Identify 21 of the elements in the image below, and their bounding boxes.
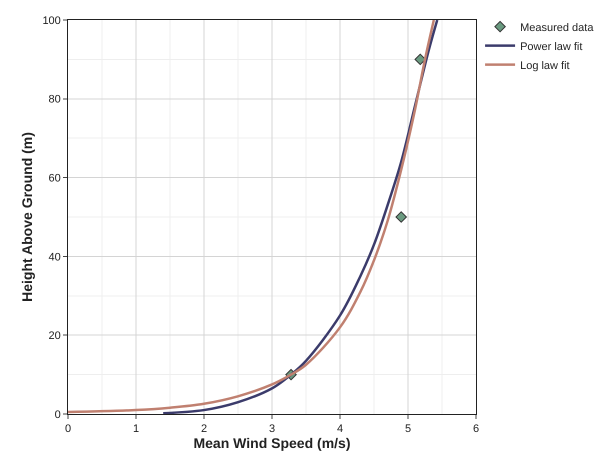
legend-label: Log law fit xyxy=(520,60,570,72)
x-tick-label: 4 xyxy=(336,423,344,436)
x-tick-label: 6 xyxy=(472,423,480,436)
legend-label: Measured data xyxy=(520,22,594,34)
y-tick-label: 0 xyxy=(54,408,61,421)
y-axis-title: Height Above Ground (m) xyxy=(19,132,36,302)
x-tick-label: 1 xyxy=(132,423,140,436)
legend-label: Power law fit xyxy=(520,40,582,53)
x-tick-label: 0 xyxy=(64,423,72,436)
y-tick-label: 40 xyxy=(48,251,61,264)
x-axis-title: Mean Wind Speed (m/s) xyxy=(193,435,351,452)
x-tick-label: 5 xyxy=(404,423,412,436)
y-tick-label: 20 xyxy=(48,330,61,342)
x-tick-label: 3 xyxy=(268,423,276,436)
point xyxy=(396,211,407,223)
point xyxy=(414,54,426,66)
y-tick-label: 80 xyxy=(48,94,61,106)
y-tick-label: 60 xyxy=(48,172,61,184)
x-tick-label: 2 xyxy=(200,423,208,436)
y-tick-label: 100 xyxy=(42,14,61,27)
line-series xyxy=(68,20,436,414)
